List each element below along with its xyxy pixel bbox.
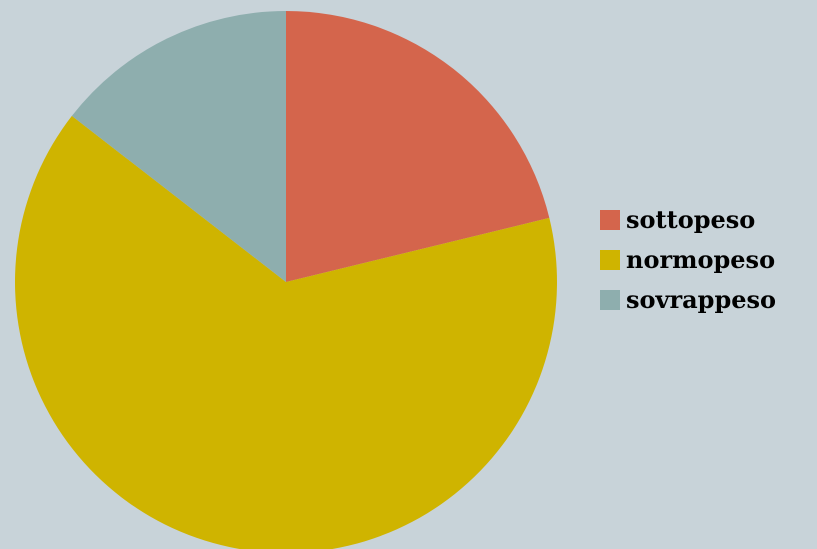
legend-item-sovrappeso: sovrappeso <box>600 284 776 316</box>
legend: sottopeso normopeso sovrappeso <box>600 204 776 316</box>
legend-item-normopeso: normopeso <box>600 244 776 276</box>
legend-label-normopeso: normopeso <box>626 244 775 276</box>
legend-swatch-sottopeso <box>600 210 620 230</box>
legend-swatch-sovrappeso <box>600 290 620 310</box>
legend-swatch-normopeso <box>600 250 620 270</box>
legend-label-sovrappeso: sovrappeso <box>626 284 776 316</box>
legend-item-sottopeso: sottopeso <box>600 204 776 236</box>
legend-label-sottopeso: sottopeso <box>626 204 755 236</box>
